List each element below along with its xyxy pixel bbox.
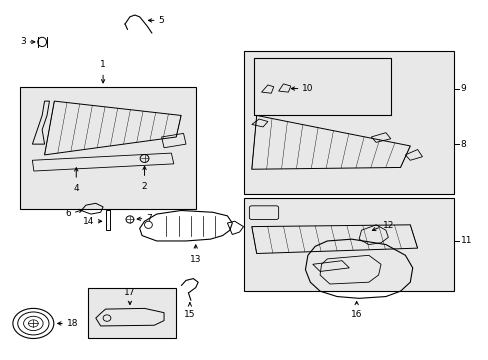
Text: 6: 6 bbox=[65, 209, 71, 218]
Text: 14: 14 bbox=[83, 217, 94, 226]
Text: 15: 15 bbox=[184, 310, 195, 319]
Text: 10: 10 bbox=[302, 84, 313, 93]
Text: 5: 5 bbox=[158, 16, 163, 25]
Bar bbox=[244, 51, 453, 194]
Text: 9: 9 bbox=[460, 84, 466, 93]
Bar bbox=[244, 198, 453, 291]
Text: 12: 12 bbox=[382, 221, 393, 230]
Text: 4: 4 bbox=[73, 184, 79, 193]
Text: 11: 11 bbox=[460, 237, 471, 246]
Text: 2: 2 bbox=[142, 182, 147, 191]
Bar bbox=[105, 211, 110, 230]
Text: 7: 7 bbox=[146, 214, 151, 223]
Bar bbox=[254, 58, 390, 116]
Text: 3: 3 bbox=[20, 37, 26, 46]
Text: 8: 8 bbox=[460, 140, 466, 149]
Text: 1: 1 bbox=[100, 60, 106, 69]
Text: 18: 18 bbox=[66, 319, 78, 328]
Text: 17: 17 bbox=[124, 288, 135, 297]
Bar bbox=[88, 288, 176, 338]
Text: 16: 16 bbox=[350, 310, 362, 319]
Bar bbox=[20, 87, 195, 209]
Text: 13: 13 bbox=[190, 255, 201, 264]
